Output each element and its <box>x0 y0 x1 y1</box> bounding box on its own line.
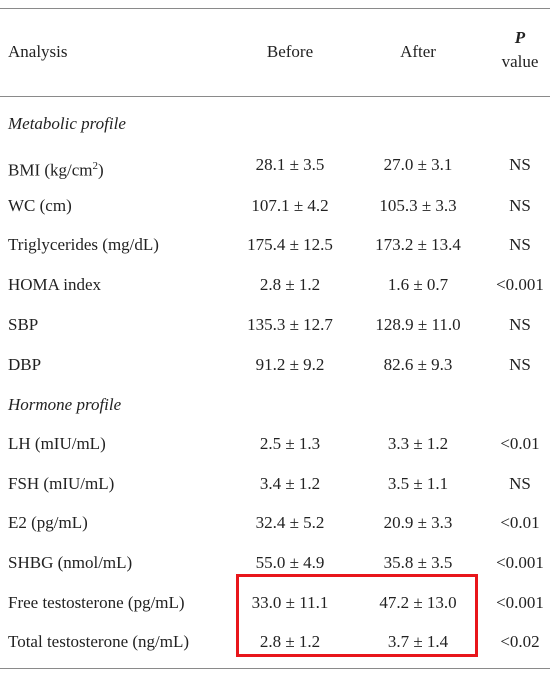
row-name: WC (cm) <box>8 196 72 215</box>
row-name: HOMA index <box>8 275 102 294</box>
row-before: 33.0 ± 11.1 <box>251 593 329 612</box>
row-before: 175.4 ± 12.5 <box>247 235 333 254</box>
row-after: 3.7 ± 1.4 <box>387 632 449 651</box>
row-after: 173.2 ± 13.4 <box>375 235 461 254</box>
row-name-text: BMI (kg/cm <box>8 160 93 180</box>
header-p-label: P <box>514 28 526 47</box>
header-after: After <box>400 42 436 61</box>
row-before: 107.1 ± 4.2 <box>251 196 329 215</box>
row-before: 3.4 ± 1.2 <box>259 474 321 493</box>
row-name: DBP <box>8 355 42 374</box>
row-after: 47.2 ± 13.0 <box>379 593 457 612</box>
row-after: 20.9 ± 3.3 <box>383 513 453 532</box>
row-name: BMI (kg/cm2) <box>8 156 104 181</box>
row-before: 2.8 ± 1.2 <box>259 632 321 651</box>
header-p-value: P value <box>484 28 556 72</box>
row-after: 82.6 ± 9.3 <box>383 355 453 374</box>
row-before: 32.4 ± 5.2 <box>255 513 325 532</box>
row-after: 128.9 ± 11.0 <box>375 315 461 334</box>
row-p: <0.01 <box>500 434 540 453</box>
row-after: 3.3 ± 1.2 <box>387 434 449 453</box>
row-p: NS <box>509 155 531 174</box>
row-p: <0.001 <box>496 593 544 612</box>
section-title-hormone: Hormone profile <box>8 395 122 414</box>
header-before: Before <box>266 42 314 61</box>
row-p: NS <box>509 196 531 215</box>
header-rule <box>0 96 550 97</box>
row-before: 135.3 ± 12.7 <box>247 315 333 334</box>
row-name: Triglycerides (mg/dL) <box>8 235 159 254</box>
row-before: 91.2 ± 9.2 <box>255 355 325 374</box>
row-name: LH (mIU/mL) <box>8 434 106 453</box>
row-name: Free testosterone (pg/mL) <box>8 593 185 612</box>
row-p: <0.01 <box>500 513 540 532</box>
section-title-metabolic: Metabolic profile <box>8 114 126 133</box>
table-top-rule <box>0 8 550 9</box>
row-name: FSH (mIU/mL) <box>8 474 115 493</box>
row-p: <0.001 <box>496 553 544 572</box>
row-name-close: ) <box>98 160 104 180</box>
row-after: 35.8 ± 3.5 <box>383 553 453 572</box>
header-analysis: Analysis <box>8 42 68 61</box>
row-name: Total testosterone (ng/mL) <box>8 632 190 651</box>
highlight-box <box>236 574 478 657</box>
row-before: 55.0 ± 4.9 <box>255 553 325 572</box>
row-after: 27.0 ± 3.1 <box>383 155 453 174</box>
row-after: 1.6 ± 0.7 <box>387 275 449 294</box>
row-p: <0.02 <box>500 632 540 651</box>
row-p: NS <box>509 235 531 254</box>
row-after: 105.3 ± 3.3 <box>379 196 457 215</box>
row-before: 28.1 ± 3.5 <box>255 155 325 174</box>
row-before: 2.5 ± 1.3 <box>259 434 321 453</box>
row-before: 2.8 ± 1.2 <box>259 275 321 294</box>
row-after: 3.5 ± 1.1 <box>387 474 449 493</box>
row-name: E2 (pg/mL) <box>8 513 88 532</box>
row-name-sup: 2 <box>92 160 99 172</box>
row-name: SBP <box>8 315 39 334</box>
row-p: NS <box>509 355 531 374</box>
header-value-label: value <box>501 52 539 71</box>
row-p: NS <box>509 474 531 493</box>
row-p: NS <box>509 315 531 334</box>
row-name: SHBG (nmol/mL) <box>8 553 133 572</box>
table-bottom-rule <box>0 668 550 669</box>
row-p: <0.001 <box>496 275 544 294</box>
